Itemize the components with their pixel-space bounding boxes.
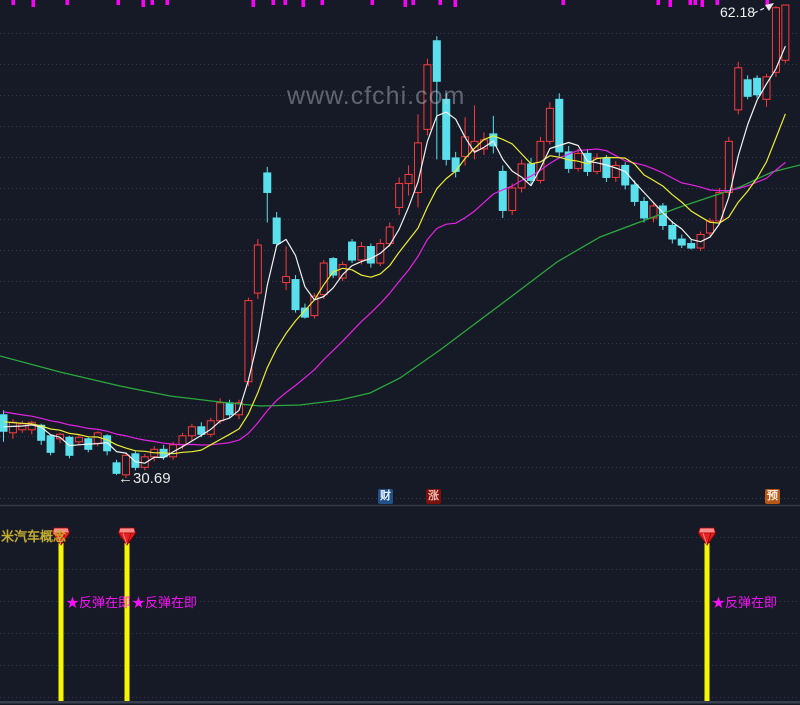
signal-line bbox=[124, 543, 130, 701]
signal-diamond-icon[interactable] bbox=[117, 527, 137, 546]
signal-diamond-icon[interactable] bbox=[697, 527, 717, 546]
indicator-title: 米汽车概念 bbox=[1, 529, 67, 544]
candlestick-series bbox=[0, 4, 790, 478]
signal-label: ★反弹在即 bbox=[66, 595, 132, 610]
high-arrow bbox=[753, 5, 770, 14]
ma-line-green bbox=[0, 164, 800, 407]
badge-yu[interactable]: 预 bbox=[765, 489, 780, 504]
watermark: www.cfchi.com bbox=[287, 82, 466, 110]
bottom-border bbox=[0, 701, 800, 704]
badge-zhang[interactable]: 涨 bbox=[426, 489, 441, 504]
signal-markers bbox=[51, 527, 717, 701]
signal-line bbox=[58, 543, 64, 701]
signal-line bbox=[704, 543, 710, 701]
ma-line-ma-short bbox=[3, 45, 786, 464]
low-price-label: ←30.69 bbox=[118, 470, 171, 487]
signal-label: ★反弹在即 bbox=[712, 595, 778, 610]
ma-line-ma-mid bbox=[3, 113, 786, 455]
signal-diamond-icon[interactable] bbox=[51, 527, 71, 546]
badge-cai[interactable]: 财 bbox=[378, 489, 393, 504]
high-price-label: 62.18 bbox=[720, 4, 756, 20]
signal-label: ★反弹在即 bbox=[132, 595, 198, 610]
top-ticks bbox=[11, 0, 769, 7]
ma-line-ma-long bbox=[3, 148, 786, 446]
high-arrow-head bbox=[765, 3, 774, 11]
